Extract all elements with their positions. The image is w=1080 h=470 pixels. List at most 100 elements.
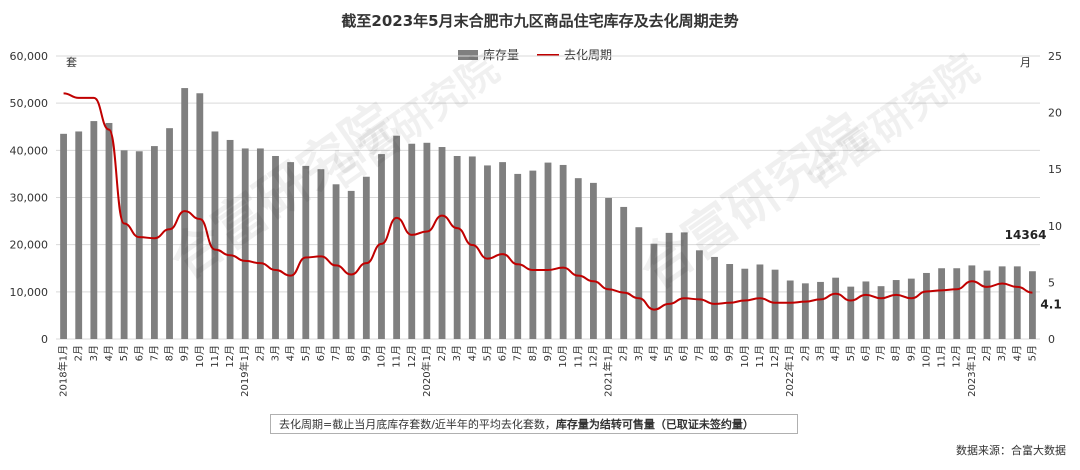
x-tick-label: 3月 xyxy=(996,345,1008,361)
y-right-tick-label: 10 xyxy=(1048,220,1062,233)
y-right-tick-label: 5 xyxy=(1048,276,1055,289)
note-bold-text: 库存量为结转可售量（已取证未签约量） xyxy=(555,418,754,431)
x-tick-label: 4月 xyxy=(285,345,297,361)
inventory-bar xyxy=(75,131,83,339)
inventory-bar xyxy=(272,155,279,339)
x-tick-label: 10月 xyxy=(375,345,387,368)
inventory-bar xyxy=(635,227,643,339)
inventory-bar xyxy=(726,264,734,339)
inventory-bar xyxy=(256,148,264,339)
x-tick-label: 5月 xyxy=(118,345,130,361)
inventory-bar xyxy=(499,162,506,339)
legend-bar-swatch xyxy=(458,49,478,60)
legend-bar-label: 库存量 xyxy=(483,48,520,62)
y-left-tick-label: 20,000 xyxy=(10,239,49,252)
x-tick-label: 12月 xyxy=(224,345,236,368)
inventory-bar xyxy=(120,150,128,339)
x-tick-label: 8月 xyxy=(890,345,902,361)
data-source: 数据来源：合富大数据 xyxy=(956,444,1066,457)
legend-item-cycle: 去化周期 xyxy=(537,46,612,63)
inventory-bar xyxy=(998,266,1006,339)
inventory-bar xyxy=(877,286,885,339)
x-tick-label: 5月 xyxy=(845,345,857,361)
inventory-bar xyxy=(438,147,446,339)
x-tick-label: 8月 xyxy=(345,345,357,361)
x-tick-label: 10月 xyxy=(194,345,206,368)
inventory-bar xyxy=(362,176,370,339)
x-tick-label: 4月 xyxy=(648,345,660,361)
inventory-bar xyxy=(892,280,900,339)
inventory-bar xyxy=(923,272,930,339)
x-tick-label: 6月 xyxy=(315,345,327,361)
x-tick-label: 2019年1月 xyxy=(238,345,251,397)
inventory-bar xyxy=(468,156,476,339)
x-tick-label: 7月 xyxy=(693,345,705,361)
inventory-bar xyxy=(817,281,824,339)
inventory-bar xyxy=(302,165,310,339)
x-tick-label: 8月 xyxy=(164,345,176,361)
y-right-tick-label: 15 xyxy=(1048,163,1062,176)
x-tick-label: 10月 xyxy=(739,345,751,368)
x-tick-label: 11月 xyxy=(572,345,584,368)
x-tick-label: 2020年1月 xyxy=(420,345,433,397)
inventory-bar xyxy=(287,162,295,339)
x-tick-label: 2018年1月 xyxy=(57,345,70,397)
x-tick-label: 2月 xyxy=(436,345,448,361)
x-tick-label: 7月 xyxy=(330,345,342,361)
inventory-bar xyxy=(650,243,658,339)
x-tick-label: 2021年1月 xyxy=(602,345,615,397)
inventory-bar xyxy=(680,232,688,339)
x-tick-label: 2月 xyxy=(981,345,993,361)
x-tick-label: 11月 xyxy=(209,345,221,368)
x-tick-label: 8月 xyxy=(709,345,721,361)
x-tick-label: 12月 xyxy=(951,345,963,368)
inventory-bar xyxy=(226,139,234,339)
inventory-bar xyxy=(317,169,325,339)
inventory-bar xyxy=(559,164,567,339)
x-tick-label: 3月 xyxy=(814,345,826,361)
x-tick-label: 7月 xyxy=(875,345,887,361)
inventory-bar xyxy=(393,135,401,339)
x-tick-label: 6月 xyxy=(860,345,872,361)
x-tick-label: 8月 xyxy=(527,345,539,361)
inventory-bar xyxy=(332,184,340,339)
inventory-bar xyxy=(832,277,840,339)
x-tick-label: 12月 xyxy=(587,345,599,368)
x-tick-label: 3月 xyxy=(451,345,463,361)
x-tick-label: 9月 xyxy=(360,345,372,361)
inventory-bar xyxy=(241,148,249,339)
x-tick-label: 6月 xyxy=(678,345,690,361)
note-text: 去化周期=截止当月底库存套数/近半年的平均去化套数， xyxy=(279,418,556,431)
x-tick-label: 3月 xyxy=(88,345,100,361)
legend-line-swatch xyxy=(537,53,560,56)
x-tick-label: 2月 xyxy=(618,345,630,361)
chart-title: 截至2023年5月末合肥市九区商品住宅库存及去化周期走势 xyxy=(341,12,739,30)
y-left-tick-label: 60,000 xyxy=(10,50,49,63)
inventory-bar xyxy=(786,280,794,339)
inventory-bar xyxy=(983,270,991,339)
definition-note: 去化周期=截止当月底库存套数/近半年的平均去化套数，库存量为结转可售量（已取证未… xyxy=(270,414,798,434)
inventory-bar xyxy=(181,88,189,339)
y-right-tick-label: 20 xyxy=(1048,107,1062,120)
legend-item-inventory: 库存量 xyxy=(458,46,519,63)
legend: 库存量 去化周期 xyxy=(458,46,630,63)
inventory-bar xyxy=(590,182,597,339)
x-tick-label: 7月 xyxy=(512,345,524,361)
x-tick-label: 5月 xyxy=(663,345,675,361)
inventory-bar xyxy=(847,286,855,339)
x-tick-label: 11月 xyxy=(936,345,948,368)
inventory-bar xyxy=(574,178,582,339)
x-tick-label: 4月 xyxy=(830,345,842,361)
x-tick-label: 11月 xyxy=(391,345,403,368)
x-tick-label: 4月 xyxy=(103,345,115,361)
inventory-bar xyxy=(771,269,779,339)
y-left-tick-label: 50,000 xyxy=(10,97,49,110)
inventory-bar xyxy=(150,146,158,339)
y-right-tick-label: 0 xyxy=(1048,333,1055,346)
last-bar-data-label: 14364 xyxy=(1005,228,1047,242)
destocking-cycle-line xyxy=(63,92,1033,311)
x-tick-label: 7月 xyxy=(148,345,160,361)
inventory-bar xyxy=(665,232,673,339)
inventory-bar xyxy=(453,155,461,339)
inventory-bar xyxy=(544,162,552,339)
